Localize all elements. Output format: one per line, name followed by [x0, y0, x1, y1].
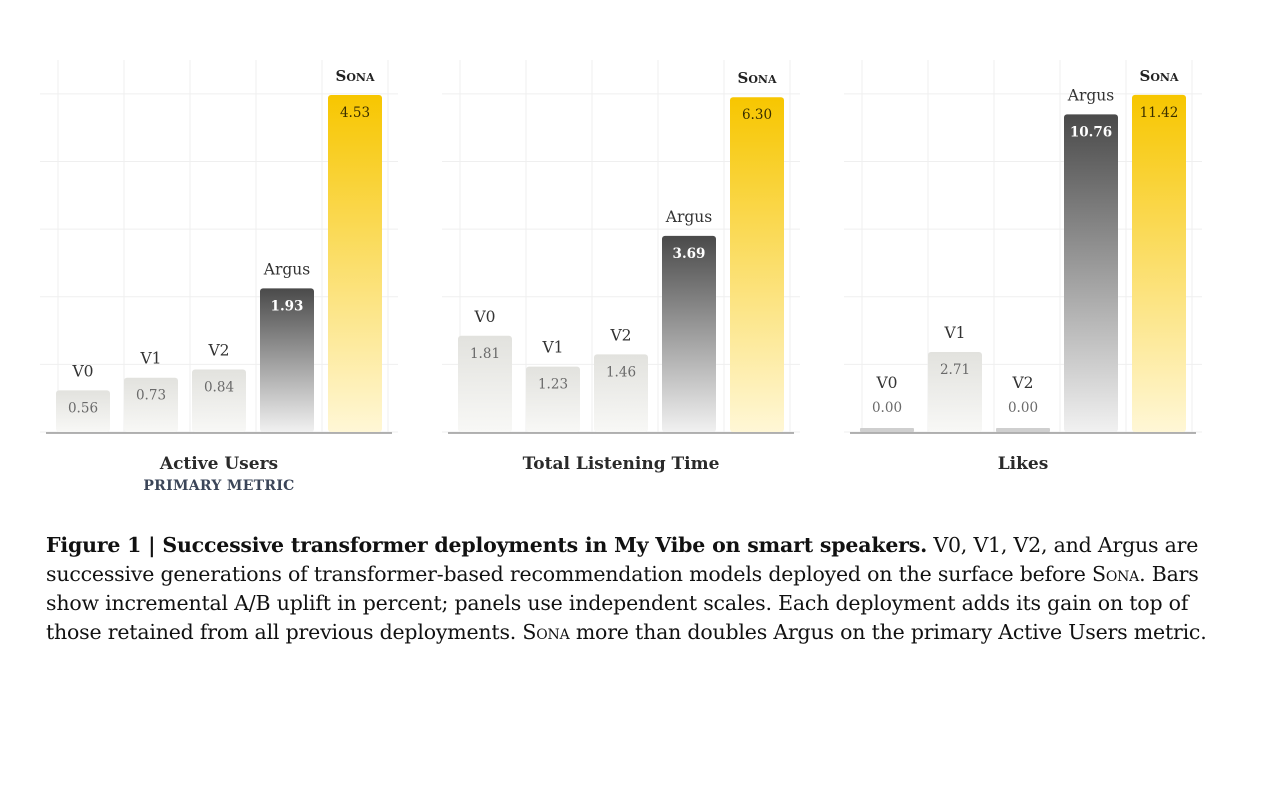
value-label: 0.73	[136, 388, 166, 404]
category-label: Argus	[263, 260, 311, 278]
bar-v2	[996, 428, 1050, 432]
category-label: V0	[71, 362, 93, 380]
bar-sona	[730, 97, 784, 432]
category-label: V1	[541, 339, 563, 357]
bar-sona	[1132, 94, 1186, 432]
value-label: 0.00	[872, 400, 902, 416]
value-label: 1.23	[538, 377, 568, 393]
value-label: 4.53	[340, 105, 370, 121]
charts-svg: 0.56 V0 0.73 V1 0.84 V2 1.93 Argus 4.53 Sona Activ…	[40, 60, 1202, 494]
bar-v2	[192, 369, 246, 432]
category-label: Sona	[1139, 67, 1178, 85]
caption-sona-2: Sona	[522, 620, 570, 644]
value-label: 1.46	[606, 364, 636, 380]
bar-v1	[124, 377, 178, 432]
caption-text-2: . Bars show incremental A/B uplift in pe…	[46, 562, 1199, 644]
value-label: 1.93	[271, 298, 304, 314]
value-label: 2.71	[940, 362, 970, 378]
caption-lead: Figure 1 | Successive transformer deploy…	[46, 533, 928, 557]
category-label: Argus	[665, 208, 713, 226]
panel-1: 1.81 V0 1.23 V1 1.46 V2 3.69 Argus 6.30 Sona Total…	[442, 60, 800, 474]
category-label: V2	[1011, 374, 1033, 392]
value-label: 0.00	[1008, 400, 1038, 416]
bar-v1	[928, 351, 982, 432]
value-label: 10.76	[1070, 124, 1112, 140]
value-label: 0.56	[68, 400, 98, 416]
bar-argus	[662, 235, 716, 432]
category-label: V2	[609, 326, 631, 344]
category-label: Argus	[1067, 86, 1115, 104]
caption-sona-1: Sona	[1092, 562, 1140, 586]
panel-title: Total Listening Time	[523, 454, 720, 474]
panel-title: Likes	[998, 454, 1049, 474]
category-label: Sona	[737, 69, 776, 87]
category-label: V0	[875, 374, 897, 392]
charts-area: 0.56 V0 0.73 V1 0.84 V2 1.93 Argus 4.53 Sona Activ…	[40, 60, 1202, 494]
value-label: 3.69	[673, 246, 706, 262]
bar-v0	[458, 335, 512, 432]
bar-v1	[526, 366, 580, 432]
value-label: 6.30	[742, 107, 772, 123]
bar-v0	[56, 390, 110, 432]
panel-2: 0.00 V0 2.71 V1 0.00 V2 10.76 Argus 11.42 Sona Lik…	[844, 60, 1202, 474]
bar-v0	[860, 428, 914, 432]
bar-argus	[260, 288, 314, 432]
bar-sona	[328, 94, 382, 432]
figure-caption: Figure 1 | Successive transformer deploy…	[46, 531, 1216, 647]
panel-title: Active Users	[159, 454, 278, 474]
caption-text-3: more than doubles Argus on the primary A…	[569, 620, 1207, 644]
panel-subtitle: PRIMARY METRIC	[143, 478, 294, 494]
panel-0: 0.56 V0 0.73 V1 0.84 V2 1.93 Argus 4.53 Sona Activ…	[40, 60, 398, 494]
bar-v2	[594, 354, 648, 432]
value-label: 11.42	[1140, 105, 1179, 121]
category-label: V1	[943, 324, 965, 342]
category-label: Sona	[335, 67, 374, 85]
value-label: 0.84	[204, 380, 234, 396]
value-label: 1.81	[470, 346, 500, 362]
category-label: V2	[207, 342, 229, 360]
category-label: V0	[473, 308, 495, 326]
bar-argus	[1064, 114, 1118, 433]
category-label: V1	[139, 350, 161, 368]
caption-text-1: V0, V1, V2, and Argus are successive gen…	[46, 533, 1199, 586]
